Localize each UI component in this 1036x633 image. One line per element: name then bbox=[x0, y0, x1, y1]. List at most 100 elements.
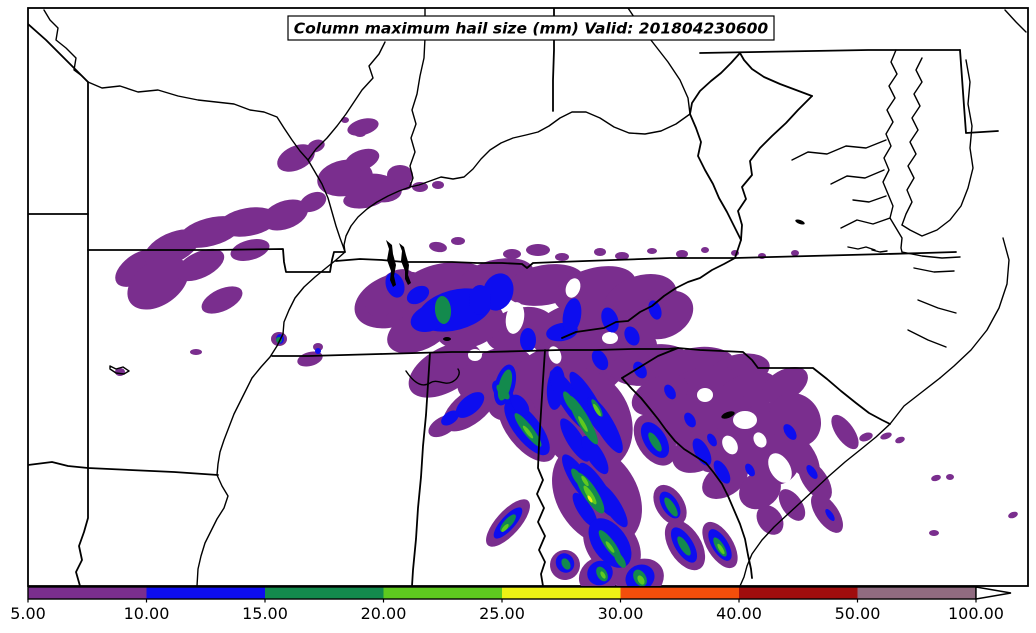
hail-fill-20-25mm bbox=[501, 524, 509, 532]
coastline-path bbox=[917, 299, 957, 314]
colorbar-extend-arrow bbox=[975, 586, 1012, 600]
lake-symbol bbox=[721, 411, 735, 419]
state-border-path bbox=[335, 251, 957, 269]
coastline-path bbox=[907, 329, 947, 348]
river-path bbox=[840, 217, 891, 229]
hail-fill-5-10mm bbox=[880, 432, 892, 440]
map-title: Column maximum hail size (mm) Valid: 201… bbox=[294, 20, 769, 38]
hail-fill-10-15mm bbox=[591, 349, 609, 371]
hail-fill-15-20mm bbox=[434, 296, 452, 324]
coastline-path bbox=[901, 251, 961, 259]
hail-fill-5-10mm bbox=[1008, 511, 1018, 519]
coastline-path bbox=[913, 267, 955, 273]
state-border-path bbox=[28, 461, 219, 476]
state-border-path bbox=[271, 347, 679, 357]
river-path bbox=[409, 8, 426, 187]
hail-fill-20-25mm bbox=[522, 425, 534, 439]
hail-fill-15-20mm bbox=[614, 552, 626, 568]
colorbar-tick-label: 100.00 bbox=[948, 604, 1004, 623]
rivers-and-coastlines bbox=[43, 8, 1027, 586]
hail-fill-5-10mm bbox=[451, 237, 465, 245]
hail-fill-5-10mm bbox=[701, 247, 709, 253]
hail-fill-5-10mm bbox=[526, 244, 550, 256]
hail-fill-15-20mm bbox=[496, 384, 510, 400]
barkley-lake bbox=[399, 243, 411, 285]
hail-fill-5-10mm bbox=[895, 436, 905, 444]
state-border-path bbox=[959, 49, 999, 134]
hail-fill-10-15mm bbox=[510, 394, 530, 416]
hail-fill-5-10mm bbox=[429, 241, 447, 253]
hail-fill-10-15mm bbox=[664, 384, 676, 400]
river-path bbox=[343, 111, 691, 253]
hail-fill-hole bbox=[722, 435, 738, 455]
state-border-path bbox=[689, 113, 742, 259]
hail-fill-5-10mm bbox=[363, 282, 393, 318]
river-path bbox=[43, 9, 309, 161]
hail-fill-5-10mm bbox=[503, 249, 521, 259]
hail-fill-5-10mm bbox=[175, 248, 225, 282]
hail-fill-5-10mm bbox=[354, 129, 366, 137]
state-border-path bbox=[621, 377, 753, 579]
hail-fill-10-15mm bbox=[825, 509, 835, 521]
hail-fill-25-30mm bbox=[587, 495, 593, 503]
colorbar-tick-label: 30.00 bbox=[598, 604, 644, 623]
lake-symbol bbox=[795, 219, 805, 225]
hail-fill-20-25mm bbox=[578, 416, 588, 432]
river-path bbox=[405, 368, 460, 386]
coastline-path bbox=[901, 59, 974, 237]
hail-fill-10-15mm bbox=[469, 285, 491, 315]
hail-fill-5-10mm bbox=[778, 489, 806, 521]
hail-fill-5-10mm bbox=[261, 199, 309, 231]
hail-fill-5-10mm bbox=[615, 252, 629, 260]
hail-fill-10-15mm bbox=[684, 412, 696, 428]
state-border-path bbox=[411, 352, 431, 586]
hail-fill-15-20mm bbox=[648, 432, 662, 452]
hail-fill-5-10mm bbox=[756, 505, 784, 535]
hail-fill-10-15mm bbox=[455, 392, 485, 418]
state-border-path bbox=[536, 349, 546, 586]
colorbar-tick-label: 10.00 bbox=[124, 604, 170, 623]
state-border-path bbox=[621, 347, 891, 425]
hail-fill-5-10mm bbox=[299, 191, 327, 213]
state-border-path bbox=[699, 49, 961, 54]
hail-fill-10-15mm bbox=[520, 328, 536, 352]
river-path bbox=[307, 41, 386, 161]
hail-fill-5-10mm bbox=[218, 207, 278, 237]
hail-fill-5-10mm bbox=[277, 144, 315, 172]
colorbar-segment bbox=[502, 587, 621, 599]
hail-fill-20-25mm bbox=[717, 543, 725, 555]
hail-fill-15-20mm bbox=[561, 558, 571, 570]
hail-fill-hole bbox=[768, 453, 792, 483]
coastline-path bbox=[939, 237, 1010, 379]
hail-fill-10-15mm bbox=[315, 348, 321, 354]
hail-fill-hole bbox=[505, 302, 525, 334]
river-path bbox=[852, 195, 887, 203]
hail-fill-15-20mm bbox=[677, 536, 691, 556]
hail-fill-5-10mm bbox=[392, 177, 412, 191]
river-path bbox=[791, 139, 887, 161]
title-box: Column maximum hail size (mm) Valid: 201… bbox=[287, 15, 775, 41]
lake-symbol bbox=[443, 337, 451, 341]
coastline-path bbox=[739, 377, 941, 586]
hail-fill-15-20mm bbox=[664, 497, 678, 517]
colorbar-segment bbox=[28, 587, 147, 599]
hail-fill-5-10mm bbox=[307, 139, 325, 153]
hail-fill-10-15mm bbox=[441, 410, 459, 426]
hail-fill-5-10mm bbox=[647, 248, 657, 254]
hail-fill-10-15mm bbox=[806, 465, 818, 479]
hail-fill-5-10mm bbox=[859, 432, 873, 442]
colorbar-segment bbox=[265, 587, 384, 599]
river-path bbox=[307, 159, 346, 253]
hail-fill-5-10mm bbox=[201, 286, 243, 314]
hail-fill-20-25mm bbox=[600, 571, 606, 579]
hail-fill-20-25mm bbox=[581, 475, 589, 487]
hail-fill-5-10mm bbox=[344, 148, 380, 172]
hail-fill-hole bbox=[565, 278, 581, 298]
hail-fill-hole bbox=[468, 349, 482, 361]
hail-fill-20-25mm bbox=[593, 403, 601, 417]
hail-fill-10-15mm bbox=[692, 438, 712, 466]
lake-outline bbox=[109, 365, 130, 375]
colorbar: 5.00 10.00 15.00 20.00 25.00 30.00 40.00 50.00 1… bbox=[10, 586, 1012, 623]
colorbar-segment bbox=[620, 587, 739, 599]
hail-fill-10-15mm bbox=[783, 424, 797, 440]
